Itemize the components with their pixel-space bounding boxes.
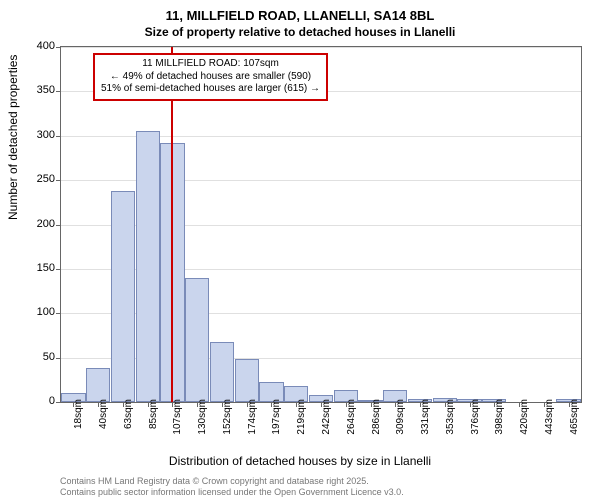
footer-line1: Contains HM Land Registry data © Crown c… — [60, 476, 404, 487]
bar — [86, 368, 110, 402]
y-tick-label: 150 — [37, 262, 55, 274]
x-tick-label: 376sqm — [470, 399, 481, 435]
x-tick-label: 174sqm — [247, 399, 258, 435]
y-tick-label: 250 — [37, 173, 55, 185]
gridline — [61, 47, 581, 48]
x-tick-label: 264sqm — [346, 399, 357, 435]
bar — [136, 131, 160, 402]
y-tick — [56, 269, 61, 270]
y-tick — [56, 225, 61, 226]
y-tick — [56, 180, 61, 181]
x-tick-label: 40sqm — [98, 399, 109, 429]
x-tick-label: 443sqm — [544, 399, 555, 435]
x-tick-label: 242sqm — [321, 399, 332, 435]
y-tick — [56, 313, 61, 314]
x-tick-label: 197sqm — [271, 399, 282, 435]
x-tick-label: 107sqm — [172, 399, 183, 435]
annotation-line2: ← 49% of detached houses are smaller (59… — [101, 71, 320, 84]
x-tick-label: 286sqm — [371, 399, 382, 435]
bar — [111, 191, 135, 402]
chart-title: 11, MILLFIELD ROAD, LLANELLI, SA14 8BL — [0, 0, 600, 25]
x-tick-label: 331sqm — [420, 399, 431, 435]
y-axis-label: Number of detached properties — [6, 55, 20, 220]
bar — [185, 278, 209, 402]
y-tick-label: 50 — [43, 351, 55, 363]
bar — [210, 342, 234, 402]
annotation-line1: 11 MILLFIELD ROAD: 107sqm — [101, 58, 320, 71]
x-tick-label: 85sqm — [148, 399, 159, 429]
x-tick-label: 18sqm — [73, 399, 84, 429]
chart-subtitle: Size of property relative to detached ho… — [0, 25, 600, 41]
y-tick-label: 200 — [37, 218, 55, 230]
annotation-line3: 51% of semi-detached houses are larger (… — [101, 83, 320, 96]
y-tick-label: 300 — [37, 129, 55, 141]
chart-container: 11, MILLFIELD ROAD, LLANELLI, SA14 8BL S… — [0, 0, 600, 500]
y-tick — [56, 402, 61, 403]
y-tick — [56, 47, 61, 48]
footer-text: Contains HM Land Registry data © Crown c… — [60, 476, 404, 499]
y-tick — [56, 358, 61, 359]
x-tick-label: 353sqm — [445, 399, 456, 435]
footer-line2: Contains public sector information licen… — [60, 487, 404, 498]
x-tick-label: 152sqm — [222, 399, 233, 435]
y-tick — [56, 91, 61, 92]
y-tick-label: 0 — [49, 395, 55, 407]
y-tick-label: 350 — [37, 84, 55, 96]
y-tick-label: 100 — [37, 306, 55, 318]
x-tick-label: 398sqm — [494, 399, 505, 435]
plot-area: 18sqm40sqm63sqm85sqm107sqm130sqm152sqm17… — [60, 46, 582, 403]
x-tick-label: 130sqm — [197, 399, 208, 435]
y-tick — [56, 136, 61, 137]
x-tick-label: 465sqm — [569, 399, 580, 435]
annotation-box: 11 MILLFIELD ROAD: 107sqm ← 49% of detac… — [93, 53, 328, 101]
y-tick-label: 400 — [37, 40, 55, 52]
x-tick-label: 309sqm — [395, 399, 406, 435]
x-tick-label: 63sqm — [123, 399, 134, 429]
x-axis-label: Distribution of detached houses by size … — [0, 454, 600, 468]
bar — [235, 359, 259, 402]
x-tick-label: 219sqm — [296, 399, 307, 435]
x-tick-label: 420sqm — [519, 399, 530, 435]
